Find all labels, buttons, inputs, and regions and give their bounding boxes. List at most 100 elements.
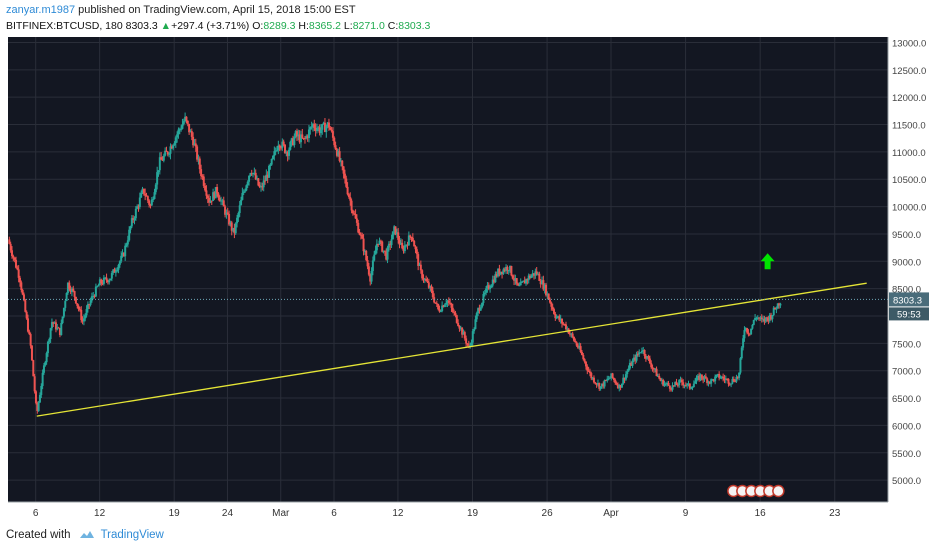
candle-body xyxy=(104,277,107,279)
candle-body xyxy=(578,346,581,348)
candle-body xyxy=(233,227,236,234)
candle-body xyxy=(125,244,128,246)
candle-body xyxy=(718,373,721,378)
candle-body xyxy=(172,145,175,149)
candle-body xyxy=(302,137,305,139)
x-tick-label: 26 xyxy=(542,508,554,519)
y-tick-label: 12500.0 xyxy=(892,66,926,77)
candle-body xyxy=(490,285,493,288)
candle-body xyxy=(497,268,500,277)
candle-body xyxy=(423,278,426,280)
candle-body xyxy=(678,380,681,386)
candle-body xyxy=(590,373,593,379)
candle-body xyxy=(695,377,698,382)
candle-body xyxy=(363,251,366,253)
candle-body xyxy=(42,365,45,373)
x-tick-label: 12 xyxy=(392,508,404,519)
candle-body xyxy=(461,327,464,335)
candle-body xyxy=(260,186,263,188)
candle-body xyxy=(683,385,686,387)
x-tick-label: 6 xyxy=(33,508,39,519)
candle-body xyxy=(549,299,552,303)
candle-body xyxy=(97,285,100,287)
candle-body xyxy=(274,150,277,152)
candle-body xyxy=(237,213,240,218)
candle-body xyxy=(473,329,476,332)
candle-body xyxy=(505,267,508,271)
candle-body xyxy=(651,367,654,369)
candle-body xyxy=(517,283,520,286)
candle-body xyxy=(764,317,767,322)
candle-body xyxy=(313,124,316,128)
candle-body xyxy=(754,318,757,320)
candle-body xyxy=(184,116,187,122)
candle-body xyxy=(194,143,197,147)
candle-body xyxy=(574,340,577,343)
x-tick-label: 6 xyxy=(331,508,337,519)
candle-body xyxy=(772,307,775,315)
candle-body xyxy=(586,366,589,371)
candle-body xyxy=(49,328,52,340)
author-link[interactable]: zanyar.m1987 xyxy=(6,4,76,16)
candle-body xyxy=(592,377,595,383)
y-tick-label: 8500.0 xyxy=(892,285,921,296)
candle-body xyxy=(9,243,12,251)
candle-body xyxy=(319,129,322,134)
candle-body xyxy=(726,378,729,380)
candle-body xyxy=(73,291,76,297)
trendline[interactable] xyxy=(36,282,867,417)
plot-background[interactable] xyxy=(8,37,888,502)
candle-body xyxy=(431,290,434,298)
candle-body xyxy=(94,286,97,297)
candle-body xyxy=(222,200,225,207)
candle-body xyxy=(446,300,449,303)
candle-body xyxy=(506,267,509,271)
candle-body xyxy=(735,377,738,382)
candle-body xyxy=(762,318,765,320)
candle-body xyxy=(30,345,33,361)
candle-body xyxy=(225,212,228,215)
candle-body xyxy=(393,226,396,232)
candle-body xyxy=(81,319,84,322)
candle-body xyxy=(166,151,169,155)
candle-body xyxy=(77,305,80,310)
candle-body xyxy=(684,385,687,387)
candle-body xyxy=(758,317,761,319)
candle-body xyxy=(510,265,513,276)
price-chart[interactable]: 5000.05500.06000.06500.07000.07500.08000… xyxy=(0,37,932,522)
candle-body xyxy=(269,164,272,166)
candle-body xyxy=(28,331,31,335)
candle-body xyxy=(748,333,751,335)
candle-body xyxy=(608,377,611,379)
candle-body xyxy=(679,379,682,381)
candle-body xyxy=(537,273,540,275)
candle-body xyxy=(253,172,256,174)
high-label: H: xyxy=(298,20,309,32)
candle-body xyxy=(482,294,485,303)
candle-body xyxy=(545,284,548,296)
candle-body xyxy=(539,280,542,285)
candle-body xyxy=(188,123,191,133)
candle-body xyxy=(240,199,243,206)
x-tick-label: 24 xyxy=(222,508,234,519)
low-value: 8271.0 xyxy=(352,20,385,32)
candle-body xyxy=(349,197,352,201)
candle-body xyxy=(778,303,781,306)
candle-body xyxy=(276,150,279,152)
candle-body xyxy=(297,134,300,137)
candle-body xyxy=(198,158,201,170)
candle-body xyxy=(419,264,422,271)
candle-body xyxy=(112,269,115,274)
x-tick-label: 12 xyxy=(94,508,106,519)
candle-body xyxy=(114,271,117,273)
candle-body xyxy=(557,316,559,318)
candle-body xyxy=(326,122,329,127)
tradingview-brand[interactable]: TradingView xyxy=(100,529,164,541)
candle-body xyxy=(118,261,121,265)
chart-area[interactable]: 5000.05500.06000.06500.07000.07500.08000… xyxy=(0,37,932,522)
candle-body xyxy=(224,206,227,215)
candle-body xyxy=(149,204,152,206)
candle-body xyxy=(724,378,727,380)
candle-body xyxy=(84,315,87,319)
event-marker-icon[interactable] xyxy=(772,484,785,498)
